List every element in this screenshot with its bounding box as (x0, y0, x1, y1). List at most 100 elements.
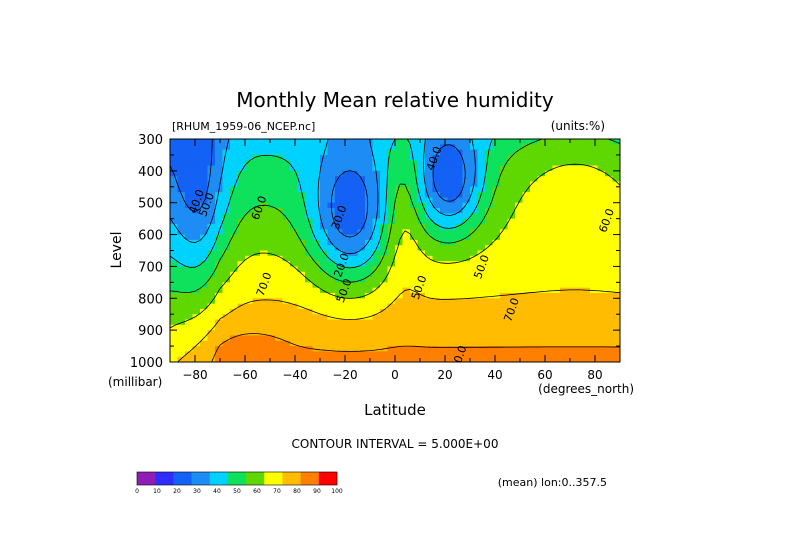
contour-cell (545, 202, 554, 209)
contour-cell (410, 197, 419, 204)
contour-cell (290, 319, 299, 326)
contour-cell (447, 314, 456, 321)
contour-cell (395, 202, 404, 209)
contour-cell (260, 218, 269, 225)
contour-cell (477, 308, 486, 315)
contour-cell (305, 324, 314, 331)
contour-cell (410, 287, 419, 294)
contour-cell (567, 181, 576, 188)
colorbar-tick-label: 50 (233, 488, 241, 495)
contour-cell (342, 314, 351, 321)
contour-cell (462, 271, 471, 278)
contour-cell (170, 192, 179, 199)
contour-cell (305, 192, 314, 199)
contour-cell (282, 351, 291, 358)
contour-cell (582, 245, 591, 252)
contour-cell (560, 324, 569, 331)
contour-cell (177, 314, 186, 321)
contour-cell (477, 245, 486, 252)
contour-cell (530, 308, 539, 315)
y-tick-label: 300 (138, 133, 163, 148)
contour-cell (462, 356, 471, 362)
contour-cell (597, 271, 606, 278)
contour-cell (222, 202, 231, 209)
contour-cell (342, 239, 351, 246)
contour-cell (582, 303, 591, 310)
contour-cell (230, 234, 239, 241)
contour-cell (395, 266, 404, 273)
contour-cell (402, 277, 411, 283)
contour-cell (567, 319, 576, 326)
contour-cell (560, 208, 569, 214)
contour-cell (477, 239, 486, 246)
contour-cell (440, 271, 449, 278)
contour-cell (185, 340, 194, 347)
contour-cell (275, 250, 284, 257)
contour-cell (545, 346, 554, 352)
contour-cell (515, 170, 524, 177)
contour-cell (455, 139, 464, 145)
contour-cell (200, 250, 209, 257)
contour-cell (200, 292, 209, 299)
contour-cell (252, 271, 261, 278)
contour-cell (372, 218, 381, 225)
contour-cell (425, 303, 434, 310)
contour-cell (297, 160, 306, 167)
contour-cell (237, 255, 246, 262)
contour-cell (177, 170, 186, 177)
contour-cell (575, 213, 584, 220)
contour-cell (590, 250, 599, 257)
contour-cell (357, 165, 366, 172)
contour-cell (552, 160, 561, 167)
contour-cell (552, 335, 561, 342)
contour-cell (485, 303, 494, 310)
contour-cell (185, 202, 194, 209)
contour-cell (200, 149, 209, 156)
contour-cell (530, 292, 539, 299)
contour-cell (282, 298, 291, 305)
contour-cell (185, 308, 194, 315)
contour-cell (462, 282, 471, 289)
contour-cell (252, 292, 261, 299)
contour-cell (417, 271, 426, 278)
contour-cell (260, 266, 269, 273)
contour-cell (170, 356, 179, 362)
contour-cell (267, 324, 276, 331)
contour-cell (552, 170, 561, 177)
contour-cell (575, 314, 584, 321)
contour-cell (357, 144, 366, 151)
contour-cell (492, 144, 501, 151)
contour-cell (612, 234, 620, 241)
contour-cell (267, 213, 276, 220)
contour-cell (267, 181, 276, 188)
contour-cell (275, 239, 284, 246)
contour-cell (260, 287, 269, 294)
contour-cell (297, 213, 306, 220)
contour-cell (447, 213, 456, 220)
contour-cell (582, 208, 591, 214)
contour-cell (312, 197, 321, 204)
contour-cell (612, 314, 620, 321)
contour-cell (560, 287, 569, 294)
contour-cell (425, 271, 434, 278)
contour-cell (470, 330, 479, 337)
contour-cell (552, 277, 561, 283)
contour-cell (252, 340, 261, 347)
contour-cell (170, 319, 179, 326)
contour-cell (455, 149, 464, 156)
contour-cell (170, 234, 179, 241)
contour-cell (552, 218, 561, 225)
contour-cell (582, 218, 591, 225)
contour-cell (192, 186, 201, 193)
contour-cell (432, 218, 441, 225)
contour-cell (342, 223, 351, 230)
contour-cell (410, 181, 419, 188)
contour-cell (432, 160, 441, 167)
contour-cell (507, 149, 516, 156)
contour-cell (372, 308, 381, 315)
contour-cell (492, 277, 501, 283)
contour-cell (170, 165, 179, 172)
contour-cell (485, 144, 494, 151)
contour-cell (597, 261, 606, 268)
contour-cell (410, 346, 419, 352)
